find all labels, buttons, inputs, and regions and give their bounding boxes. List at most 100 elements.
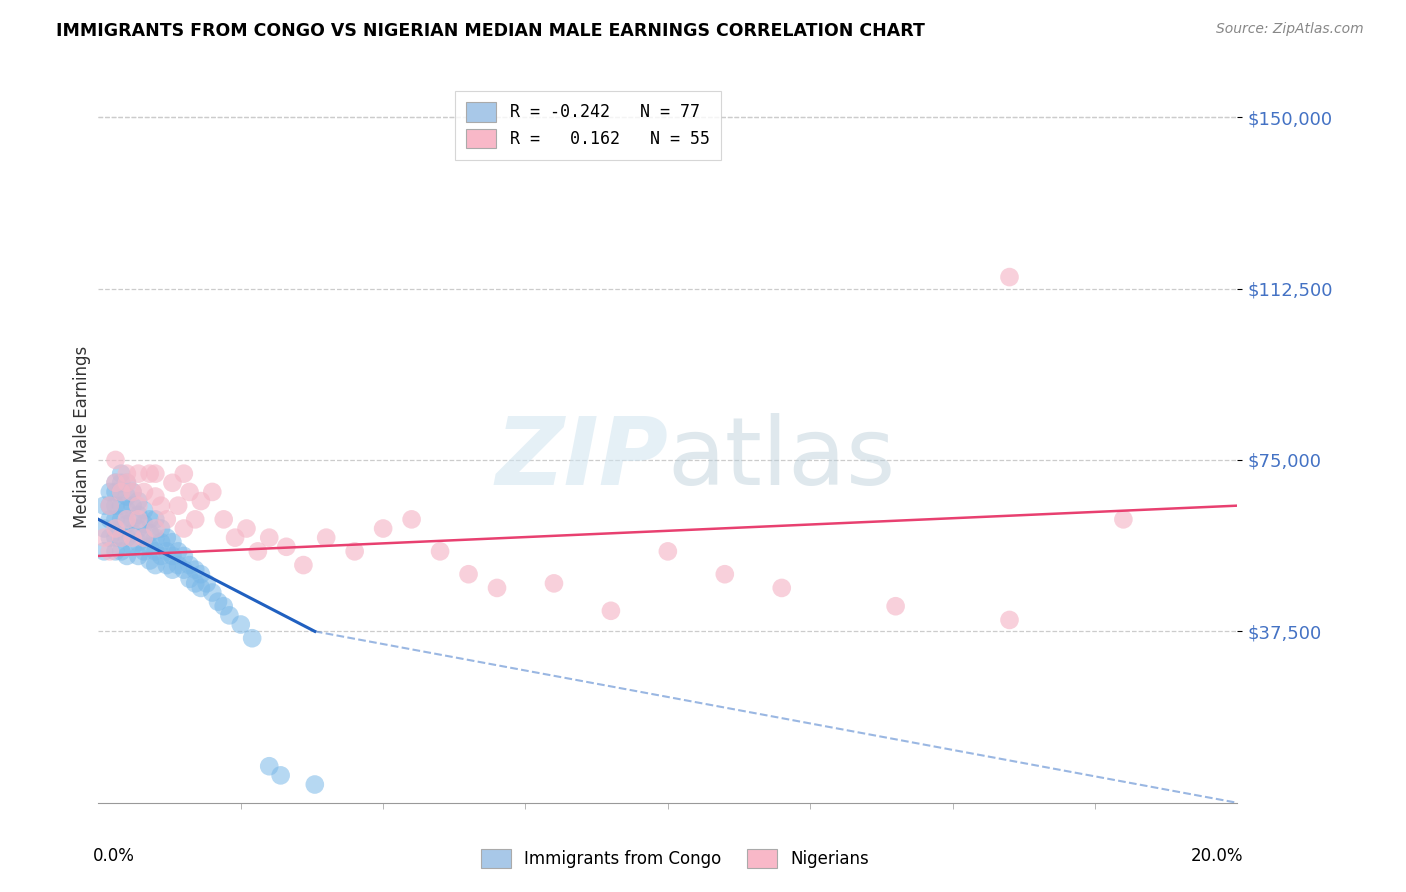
Point [150,535,173,549]
Point [138,512,160,526]
Point [127,521,149,535]
Point [104,484,127,499]
Point [145,544,167,558]
Point [229,617,252,632]
Point [714,567,737,582]
Point [127,535,149,549]
Point [104,512,127,526]
Point [156,558,179,573]
Point [304,778,326,792]
Point [132,531,155,545]
Point [138,526,160,541]
Point [115,512,138,526]
Point [276,540,298,554]
Point [115,490,138,504]
Point [121,499,143,513]
Point [110,531,132,545]
Point [121,512,143,526]
Point [98,484,121,499]
Text: Source: ZipAtlas.com: Source: ZipAtlas.com [1216,22,1364,37]
Point [190,494,212,508]
Point [184,512,207,526]
Point [373,521,395,535]
Point [145,490,167,504]
Point [127,467,149,481]
Point [145,558,167,573]
Point [93,531,115,545]
Text: 0.0%: 0.0% [93,847,135,864]
Point [138,540,160,554]
Point [167,544,190,558]
Point [121,540,143,554]
Point [240,632,263,646]
Point [121,484,143,499]
Point [104,475,127,490]
Point [110,531,132,545]
Point [110,475,132,490]
Point [132,484,155,499]
Point [104,453,127,467]
Point [138,467,160,481]
Point [343,544,366,558]
Point [429,544,451,558]
Point [1112,512,1135,526]
Point [156,512,179,526]
Point [115,503,138,517]
Point [156,531,179,545]
Point [110,484,132,499]
Point [179,572,201,586]
Point [115,475,138,490]
Point [132,531,155,545]
Point [401,512,423,526]
Point [110,484,132,499]
Point [145,467,167,481]
Point [657,544,679,558]
Point [121,526,143,541]
Point [259,531,281,545]
Point [190,581,212,595]
Point [132,503,155,517]
Point [486,581,509,595]
Point [98,531,121,545]
Point [884,599,907,614]
Point [121,484,143,499]
Y-axis label: Median Male Earnings: Median Male Earnings [73,346,91,528]
Point [162,563,184,577]
Point [212,599,235,614]
Point [98,512,121,526]
Point [104,499,127,513]
Point [201,585,224,599]
Point [127,499,149,513]
Point [190,567,212,582]
Point [259,759,281,773]
Point [150,499,173,513]
Point [162,535,184,549]
Point [173,563,195,577]
Point [93,544,115,558]
Point [246,544,269,558]
Point [167,558,190,573]
Point [93,521,115,535]
Point [98,499,121,513]
Point [218,608,240,623]
Point [235,521,257,535]
Point [162,549,184,563]
Point [173,467,195,481]
Point [104,521,127,535]
Point [127,494,149,508]
Point [115,516,138,531]
Point [132,516,155,531]
Point [212,512,235,526]
Point [998,613,1021,627]
Point [543,576,565,591]
Point [115,475,138,490]
Point [184,563,207,577]
Text: atlas: atlas [668,413,896,505]
Point [115,549,138,563]
Point [104,531,127,545]
Point [156,544,179,558]
Point [179,484,201,499]
Text: IMMIGRANTS FROM CONGO VS NIGERIAN MEDIAN MALE EARNINGS CORRELATION CHART: IMMIGRANTS FROM CONGO VS NIGERIAN MEDIAN… [56,22,925,40]
Point [98,544,121,558]
Point [104,544,127,558]
